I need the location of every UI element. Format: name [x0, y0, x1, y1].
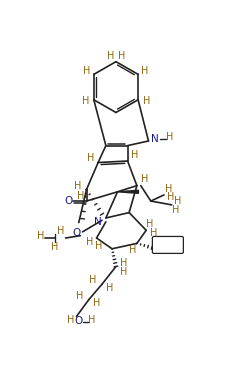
Text: H: H	[106, 283, 114, 293]
FancyBboxPatch shape	[152, 236, 183, 253]
Polygon shape	[118, 190, 138, 193]
Text: H: H	[166, 132, 173, 142]
Text: H: H	[51, 242, 58, 252]
Text: H: H	[146, 219, 154, 229]
Text: H: H	[167, 192, 174, 202]
Text: H: H	[95, 241, 103, 251]
Text: H: H	[93, 298, 100, 309]
Text: H: H	[37, 230, 44, 241]
Text: H: H	[141, 66, 149, 76]
Text: H: H	[81, 96, 89, 106]
Text: H: H	[86, 237, 93, 247]
Text: H: H	[67, 315, 74, 325]
Text: H: H	[118, 51, 125, 61]
Text: Abs: Abs	[160, 240, 176, 249]
Text: H: H	[89, 275, 96, 285]
Text: H: H	[150, 228, 158, 238]
Text: H: H	[174, 196, 182, 206]
Text: H: H	[57, 226, 65, 236]
Text: N: N	[94, 217, 102, 227]
Text: O: O	[64, 196, 73, 206]
Text: N: N	[151, 134, 159, 144]
Text: H: H	[141, 174, 148, 185]
Text: O: O	[72, 229, 81, 238]
Text: H: H	[83, 66, 91, 76]
Text: H: H	[120, 267, 127, 277]
Text: H: H	[143, 96, 150, 106]
Text: H: H	[87, 153, 94, 163]
Text: H: H	[88, 316, 96, 325]
Text: O: O	[75, 316, 83, 326]
Text: H: H	[76, 291, 83, 301]
Text: H: H	[131, 150, 138, 160]
Text: H: H	[165, 184, 172, 194]
Text: H: H	[77, 191, 84, 201]
Text: H: H	[74, 181, 81, 191]
Text: H: H	[120, 258, 127, 268]
Text: H: H	[129, 245, 137, 255]
Text: H: H	[172, 205, 179, 215]
Text: H: H	[107, 51, 114, 61]
